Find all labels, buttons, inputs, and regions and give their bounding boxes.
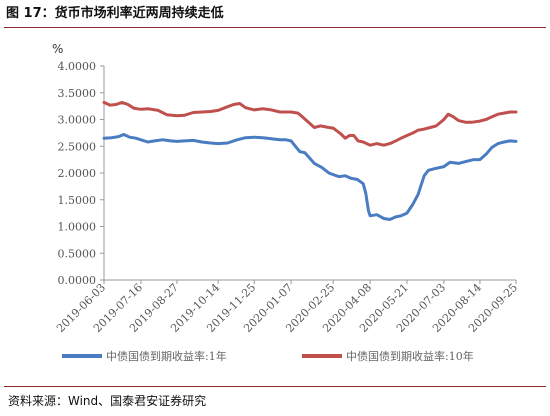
y-tick-label: 1.5000 bbox=[58, 194, 97, 207]
y-tick-label: 0.5000 bbox=[58, 247, 97, 260]
y-tick-label: 2.5000 bbox=[58, 140, 97, 153]
y-unit-label: % bbox=[52, 42, 63, 56]
source-note: 资料来源：Wind、国泰君安证券研究 bbox=[8, 394, 207, 408]
series-layer bbox=[102, 100, 518, 221]
legend-label: 中债国债到期收益率:10年 bbox=[346, 349, 474, 363]
y-tick-label: 2.0000 bbox=[58, 167, 97, 180]
legend-label: 中债国债到期收益率:1年 bbox=[106, 349, 227, 363]
top-divider bbox=[4, 27, 546, 28]
figure-title: 图 17：货币市场利率近两周持续走低 bbox=[6, 6, 224, 21]
series-line-1y bbox=[102, 133, 518, 221]
y-tick-label: 3.0000 bbox=[58, 114, 97, 127]
y-axis: 4.0000 3.5000 3.0000 2.5000 2.0000 1.5000 1.00… bbox=[58, 60, 105, 287]
x-axis: 2019-06-032019-07-162019-08-272019-10-14… bbox=[54, 279, 520, 335]
y-tick-label: 1.0000 bbox=[58, 221, 97, 234]
legend: 中债国债到期收益率:1年 中债国债到期收益率:10年 bbox=[62, 349, 474, 363]
y-tick-label: 0.0000 bbox=[58, 274, 97, 287]
series-line-10y bbox=[102, 100, 518, 147]
y-tick-label: 4.0000 bbox=[58, 60, 97, 73]
bottom-divider bbox=[4, 386, 546, 387]
y-tick-label: 3.5000 bbox=[58, 87, 97, 100]
